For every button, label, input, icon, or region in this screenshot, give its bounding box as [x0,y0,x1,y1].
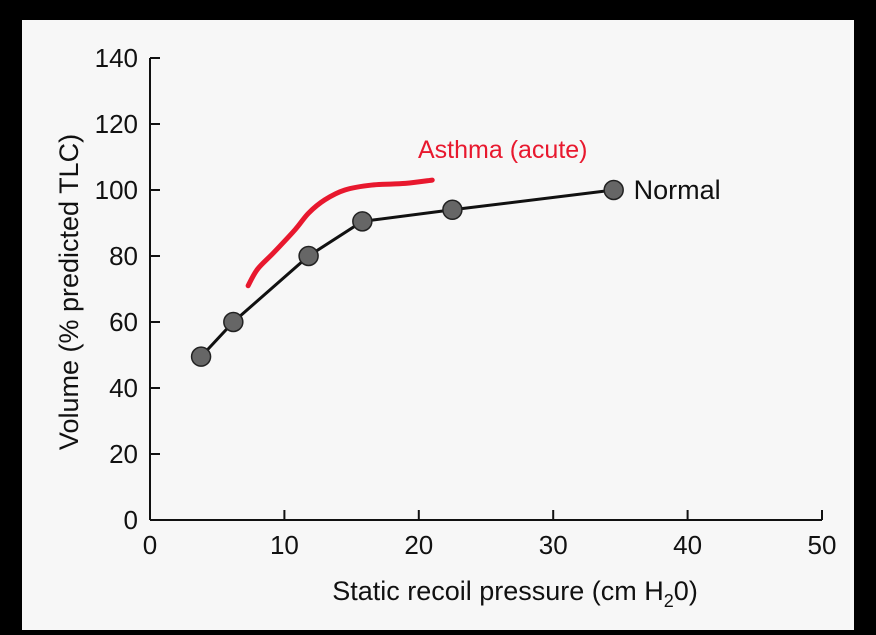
chart-background [22,20,854,630]
x-tick-label: 40 [673,530,702,560]
series-label-normal: Normal [634,175,721,205]
series-labels: Normal Asthma (acute) [418,136,721,205]
y-axis-label: Volume (% predicted TLC) [54,134,84,450]
series-label-asthma: Asthma (acute) [418,136,588,164]
x-tick-label: 10 [270,530,299,560]
x-tick-label: 0 [143,530,157,560]
x-axis-label: Static recoil pressure (cm H20) [332,576,698,611]
y-tick-label: 20 [109,439,138,469]
x-tick-label: 20 [404,530,433,560]
y-tick-label: 140 [95,43,138,73]
y-tick-label: 0 [124,505,138,535]
data-point-normal [442,199,463,221]
data-point-normal [603,179,624,201]
y-tick-label: 40 [109,373,138,403]
tick-labels: 0 20 40 60 80 100 120 140 0 10 20 30 40 50 [95,43,837,560]
y-tick-label: 80 [109,241,138,271]
x-tick-label: 50 [808,530,837,560]
x-axis-label-end: 0) [674,576,698,606]
x-axis-label-main: Static recoil pressure (cm H [332,576,664,606]
data-point-normal [223,311,244,333]
series-layer [190,177,624,367]
data-point-normal [352,211,373,232]
data-point-normal [190,346,212,367]
y-tick-label: 100 [95,175,138,205]
axes [149,57,823,521]
series-line-asthma [245,177,435,289]
x-axis-label-subscript: 2 [664,591,674,611]
y-tick-label: 60 [109,307,138,337]
data-point-normal [298,245,319,267]
y-tick-label: 120 [95,109,138,139]
x-tick-label: 30 [539,530,568,560]
